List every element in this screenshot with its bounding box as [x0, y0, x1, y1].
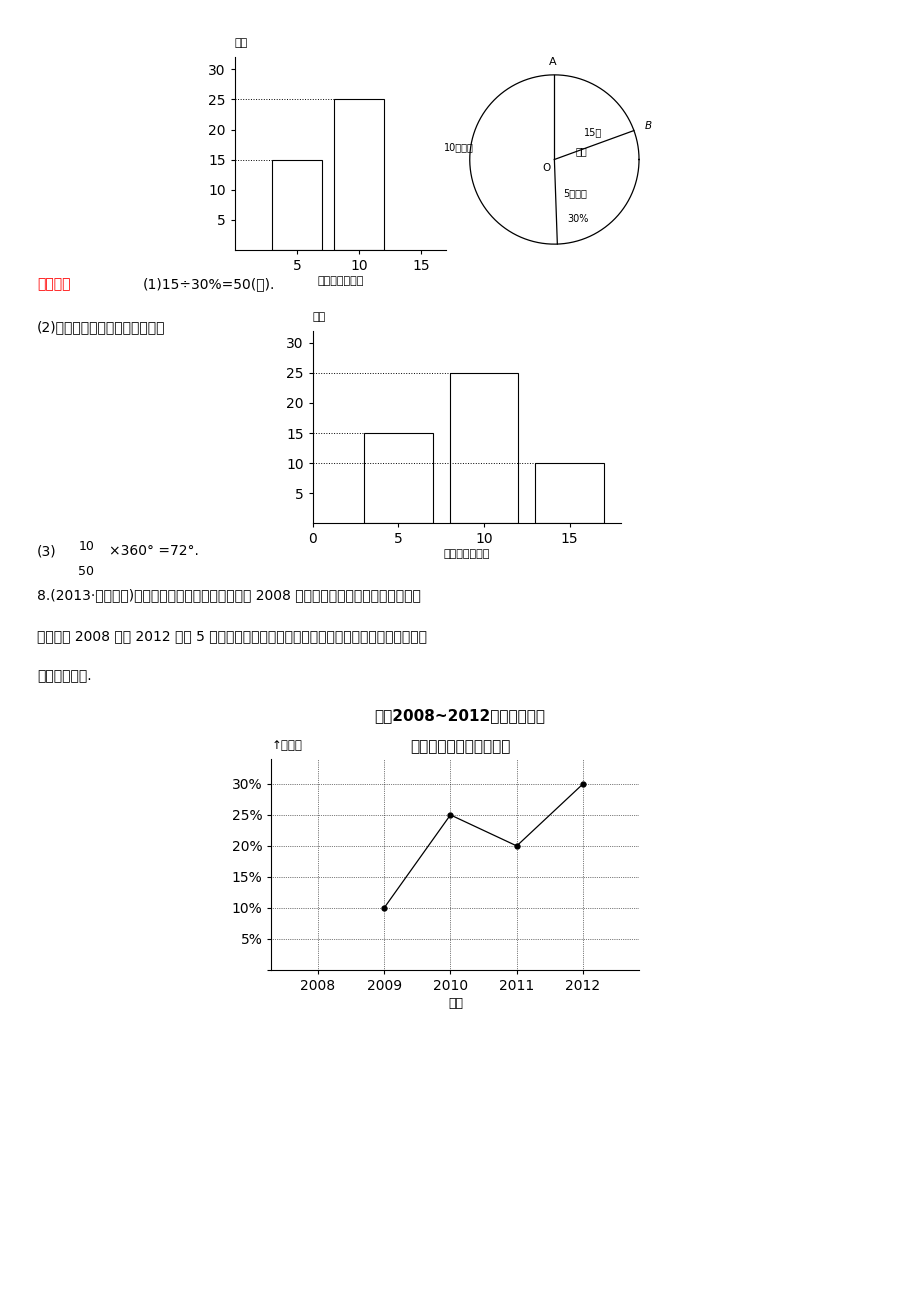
- Bar: [364, 434, 432, 523]
- X-axis label: 年份: 年份: [448, 997, 462, 1010]
- Text: ↑增长率: ↑增长率: [271, 738, 302, 751]
- Text: 人数: 人数: [234, 38, 247, 48]
- Text: 10元人数: 10元人数: [444, 142, 473, 152]
- Text: 套数年增长率折线统计图: 套数年增长率折线统计图: [409, 740, 510, 755]
- Text: 8.(2013·泰州中考)保障房建设是民心工程，某市从 2008 年开始加快保障房建设进程，现统: 8.(2013·泰州中考)保障房建设是民心工程，某市从 2008 年开始加快保障…: [37, 589, 420, 603]
- Text: 50: 50: [78, 565, 95, 578]
- Bar: [535, 464, 603, 523]
- Bar: [334, 99, 383, 250]
- Text: 的条形统计图.: 的条形统计图.: [37, 669, 91, 684]
- Text: (3): (3): [37, 544, 56, 559]
- Text: 人数: 人数: [575, 146, 586, 156]
- X-axis label: 捐款金额（元）: 捐款金额（元）: [443, 549, 490, 560]
- Text: 10: 10: [78, 540, 95, 553]
- X-axis label: 捐款金额（元）: 捐款金额（元）: [317, 276, 363, 286]
- Text: 【解析】: 【解析】: [37, 277, 70, 292]
- Text: O: O: [541, 163, 550, 173]
- Text: (1)15÷30%=50(人).: (1)15÷30%=50(人).: [142, 277, 275, 292]
- Text: 某市2008~2012年新建保障房: 某市2008~2012年新建保障房: [374, 708, 545, 724]
- Text: (2)补全条形统计图，如图所示：: (2)补全条形统计图，如图所示：: [37, 320, 165, 335]
- Text: 15元: 15元: [584, 128, 602, 137]
- Text: 30%: 30%: [566, 214, 588, 224]
- Bar: [272, 160, 322, 250]
- Text: B: B: [644, 121, 652, 132]
- Text: 5元人数: 5元人数: [562, 189, 586, 198]
- Bar: [449, 372, 517, 523]
- Text: A: A: [548, 57, 555, 68]
- Text: 人数: 人数: [312, 311, 325, 322]
- Text: 计了该市 2008 年到 2012 年这 5 年新建保障房情况，绘制成如图所示的折线统计图和不完整: 计了该市 2008 年到 2012 年这 5 年新建保障房情况，绘制成如图所示的…: [37, 629, 426, 643]
- Text: ×360° =72°.: ×360° =72°.: [108, 544, 199, 559]
